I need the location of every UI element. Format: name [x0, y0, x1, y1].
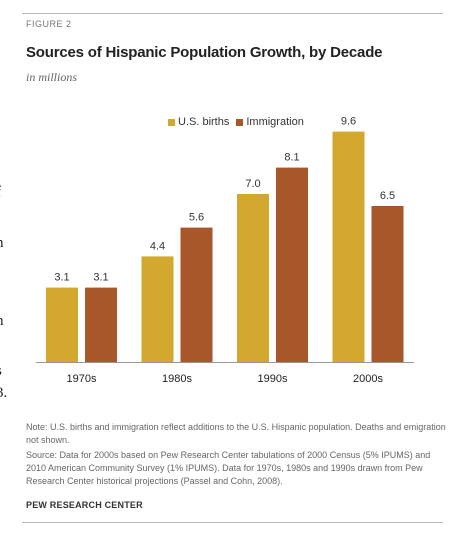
bar-u-s-births-1990s — [237, 194, 269, 362]
category-label: 1990s — [258, 373, 288, 385]
legend-swatch-births — [168, 118, 175, 126]
chart-note: Note: U.S. births and immigration reflec… — [26, 422, 446, 445]
chart-title: Sources of Hispanic Population Growth, b… — [26, 44, 383, 61]
edge-text-fragment: n — [0, 235, 4, 252]
bar-immigration-1980s — [180, 227, 213, 362]
edge-text-fragment: s — [0, 363, 2, 380]
bar-u-s-births-1980s — [141, 256, 174, 362]
value-label: 7.0 — [245, 178, 260, 190]
value-label: 3.1 — [93, 272, 108, 284]
value-label: 6.5 — [380, 190, 395, 202]
edge-text-fragment: 3. — [0, 385, 8, 401]
value-label: 9.6 — [341, 116, 356, 128]
bar-immigration-1970s — [85, 287, 117, 362]
bar-u-s-births-2000s — [332, 131, 365, 362]
bar-u-s-births-1970s — [46, 287, 78, 362]
category-label: 1970s — [67, 373, 97, 385]
value-label: 3.1 — [54, 272, 69, 284]
bar-immigration-2000s — [371, 206, 404, 362]
value-label: 5.6 — [189, 212, 204, 224]
legend-label-births: U.S. births — [178, 116, 230, 128]
category-label: 2000s — [353, 373, 383, 385]
chart-subtitle: in millions — [26, 70, 78, 84]
top-rule — [22, 13, 443, 14]
value-label: 8.1 — [284, 152, 299, 164]
value-label: 4.4 — [150, 240, 165, 252]
chart-source: Source: Data for 2000s based on Pew Rese… — [26, 450, 431, 486]
edge-text-fragment: n — [0, 313, 4, 330]
figure-label: FIGURE 2 — [26, 19, 72, 29]
edge-text-fragment: f — [0, 184, 1, 201]
legend: U.S. births Immigration — [168, 116, 311, 128]
legend-item-births: U.S. births — [168, 116, 229, 128]
bar-immigration-1990s — [276, 167, 308, 362]
category-label: 1980s — [162, 373, 192, 385]
legend-item-immigration: Immigration — [236, 116, 304, 128]
credit-line: PEW RESEARCH CENTER — [26, 500, 143, 510]
legend-swatch-immigration — [236, 118, 244, 126]
bottom-rule — [22, 522, 443, 523]
legend-label-immigration: Immigration — [246, 116, 304, 128]
